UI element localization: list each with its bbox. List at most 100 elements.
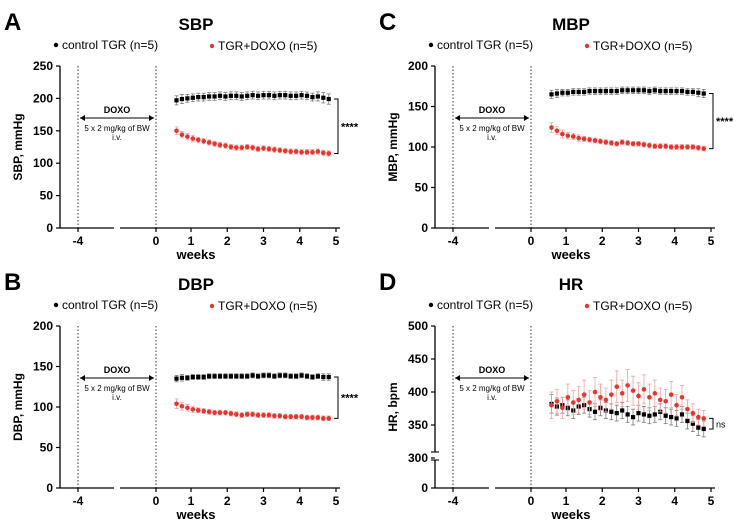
data-point bbox=[277, 413, 283, 419]
data-point bbox=[668, 392, 674, 397]
x-tick-label: -4 bbox=[448, 494, 459, 508]
data-point bbox=[554, 128, 560, 134]
y-tick-label: 250 bbox=[33, 59, 53, 73]
data-point bbox=[326, 416, 332, 421]
data-point bbox=[581, 392, 587, 397]
y-tick-label: 200 bbox=[33, 91, 53, 105]
data-point bbox=[299, 93, 304, 98]
data-point bbox=[234, 93, 239, 98]
data-point bbox=[201, 374, 206, 380]
data-point bbox=[647, 89, 652, 94]
data-point bbox=[277, 147, 283, 153]
data-point bbox=[625, 140, 630, 146]
data-point bbox=[570, 400, 576, 405]
x-tick-label: -4 bbox=[73, 494, 84, 508]
data-point bbox=[679, 394, 685, 400]
y-axis-label: DBP, mmHg bbox=[11, 373, 25, 441]
data-point bbox=[636, 411, 641, 416]
y-tick-label: 150 bbox=[33, 124, 53, 138]
data-point bbox=[179, 403, 185, 409]
data-point bbox=[321, 416, 326, 421]
legend-label-doxo: TGR+DOXO (n=5) bbox=[593, 39, 692, 53]
data-point bbox=[310, 374, 315, 380]
y-axis-label: HR, bpm bbox=[386, 382, 400, 431]
y-tick-label: 200 bbox=[33, 319, 53, 333]
legend-label-control: control TGR (n=5) bbox=[437, 38, 533, 52]
data-point bbox=[310, 415, 315, 420]
data-point bbox=[195, 407, 201, 413]
data-point bbox=[592, 389, 598, 395]
data-point bbox=[299, 149, 304, 155]
data-point bbox=[261, 145, 266, 151]
data-point bbox=[228, 374, 233, 379]
data-point bbox=[669, 414, 674, 420]
data-point bbox=[299, 373, 304, 378]
data-point bbox=[294, 93, 299, 98]
x-tick-label: 4 bbox=[296, 494, 303, 508]
doxo-arrowhead-right bbox=[524, 375, 529, 381]
data-point bbox=[620, 88, 625, 93]
y-tick-label: 450 bbox=[408, 352, 428, 366]
data-point bbox=[234, 374, 239, 379]
data-point bbox=[679, 89, 685, 94]
doxo-arrowhead-left bbox=[80, 115, 85, 121]
data-point bbox=[554, 91, 560, 96]
data-point bbox=[217, 93, 223, 98]
data-point bbox=[223, 94, 228, 99]
x-tick-label: 5 bbox=[708, 494, 715, 508]
data-point bbox=[212, 410, 217, 415]
x-axis-label: weeks bbox=[175, 247, 215, 262]
y-tick-label: 300 bbox=[408, 451, 428, 465]
data-point bbox=[174, 128, 179, 134]
y-tick-label: 150 bbox=[408, 100, 428, 114]
data-point bbox=[228, 411, 234, 416]
x-tick-label: -4 bbox=[448, 234, 459, 248]
x-tick-label: -4 bbox=[73, 234, 84, 248]
data-point bbox=[690, 89, 695, 95]
data-point bbox=[625, 412, 630, 417]
dose-text-line1: 5 x 2 mg/kg of BW bbox=[84, 124, 150, 133]
data-point bbox=[315, 149, 321, 154]
data-point bbox=[652, 391, 658, 396]
data-point bbox=[245, 93, 250, 98]
data-point bbox=[288, 93, 293, 98]
doxo-label: DOXO bbox=[479, 365, 506, 375]
legend-label-control: control TGR (n=5) bbox=[437, 298, 533, 312]
x-tick-label: 0 bbox=[528, 234, 535, 248]
legend: control TGR (n=5) TGR+DOXO (n=5) bbox=[428, 38, 692, 53]
data-point bbox=[326, 151, 332, 156]
data-point bbox=[701, 146, 707, 151]
data-point bbox=[663, 143, 668, 149]
data-point bbox=[636, 141, 641, 147]
data-point bbox=[685, 89, 690, 95]
data-point bbox=[304, 149, 310, 155]
data-point bbox=[560, 405, 565, 411]
data-point bbox=[560, 90, 565, 95]
x-tick-label: 3 bbox=[260, 234, 267, 248]
y-tick-label: 100 bbox=[33, 156, 53, 170]
data-point bbox=[603, 89, 608, 94]
data-point bbox=[625, 383, 630, 388]
data-point bbox=[609, 392, 614, 397]
data-point bbox=[245, 374, 250, 379]
x-tick-label: 4 bbox=[296, 234, 303, 248]
doxo-arrowhead-left bbox=[80, 375, 85, 381]
data-point bbox=[685, 406, 690, 412]
x-tick-label: 3 bbox=[635, 234, 642, 248]
data-point bbox=[549, 402, 554, 408]
x-tick-label: 2 bbox=[599, 494, 606, 508]
y-tick-label: 400 bbox=[408, 385, 428, 399]
doxo-arrowhead-right bbox=[149, 375, 154, 381]
data-point bbox=[185, 96, 190, 101]
data-point bbox=[549, 125, 554, 130]
data-point bbox=[234, 145, 239, 150]
data-point bbox=[549, 92, 554, 97]
data-point bbox=[174, 98, 179, 103]
data-point bbox=[288, 149, 293, 154]
x-tick-label: 2 bbox=[224, 234, 231, 248]
data-point bbox=[679, 144, 685, 150]
panel-hr: D HR control TGR (n=5) TGR+DOXO (n=5) 0 300 35… bbox=[375, 260, 750, 520]
data-point bbox=[179, 375, 185, 380]
data-point bbox=[685, 144, 690, 150]
